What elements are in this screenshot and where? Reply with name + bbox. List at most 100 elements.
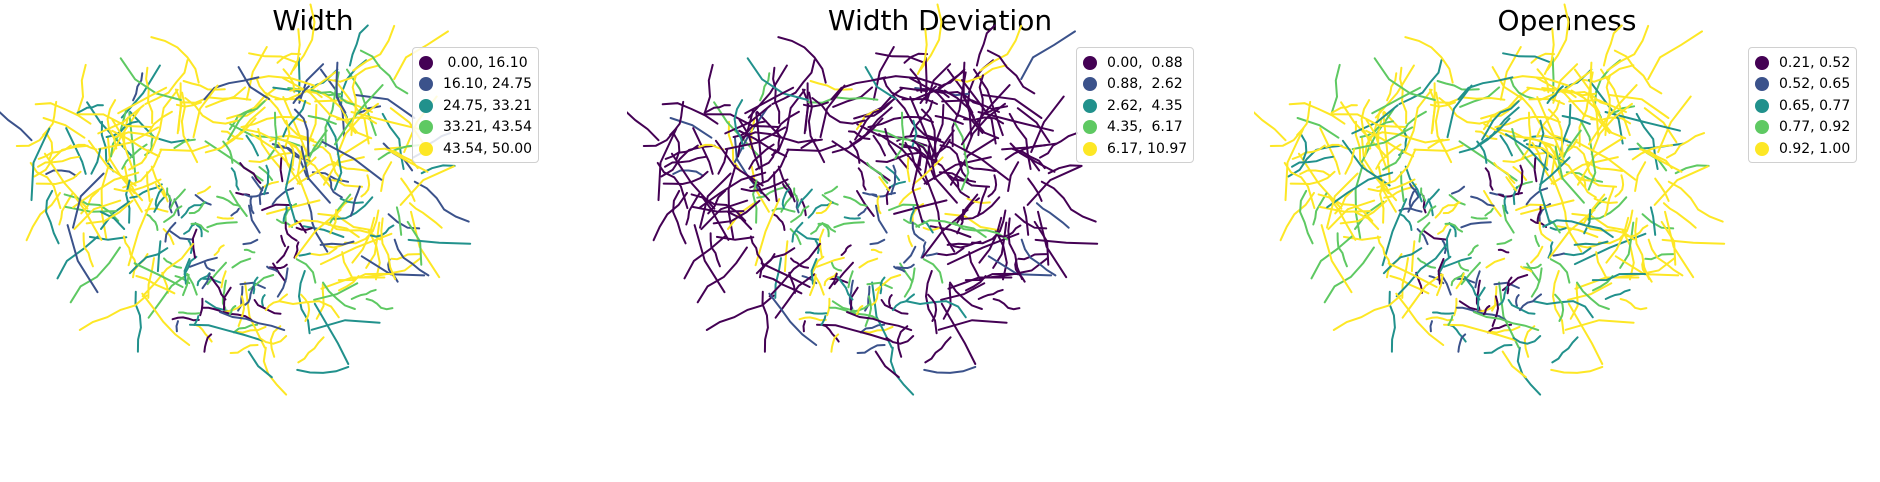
street-segment bbox=[831, 117, 884, 154]
street-segment bbox=[188, 256, 218, 268]
street-segment bbox=[263, 164, 270, 196]
legend-entry: 0.92, 1.00 bbox=[1755, 138, 1850, 160]
street-segment bbox=[380, 217, 396, 280]
street-segment bbox=[25, 191, 61, 242]
street-segment bbox=[1591, 272, 1649, 282]
street-segment bbox=[284, 152, 297, 225]
street-segment bbox=[924, 56, 928, 101]
street-segment bbox=[1484, 207, 1494, 217]
street-segment bbox=[810, 258, 818, 285]
street-segment bbox=[1530, 267, 1543, 298]
street-segment bbox=[1518, 293, 1542, 312]
street-segment bbox=[705, 294, 775, 331]
street-segment bbox=[145, 66, 154, 124]
street-segment bbox=[1654, 177, 1670, 202]
street-segment bbox=[1520, 265, 1533, 273]
legend-entry: 6.17, 10.97 bbox=[1083, 138, 1187, 160]
street-segment bbox=[1667, 180, 1724, 223]
street-segment bbox=[1354, 200, 1385, 230]
street-segment bbox=[828, 272, 838, 290]
street-segment bbox=[857, 207, 867, 217]
street-segment bbox=[313, 282, 359, 301]
street-segment bbox=[122, 235, 137, 267]
street-segment bbox=[1034, 238, 1099, 245]
street-segment bbox=[903, 267, 916, 298]
street-segment bbox=[393, 238, 430, 277]
street-segment bbox=[786, 144, 837, 152]
street-segment bbox=[319, 232, 393, 266]
street-segment bbox=[774, 110, 800, 135]
street-segment bbox=[220, 130, 244, 140]
street-segment bbox=[255, 77, 282, 100]
street-segment bbox=[262, 346, 288, 396]
street-segment bbox=[1020, 30, 1076, 81]
street-segment bbox=[1493, 162, 1516, 184]
street-segment bbox=[169, 230, 194, 241]
street-segment bbox=[34, 102, 92, 125]
street-segment bbox=[1299, 169, 1332, 177]
street-segment bbox=[230, 207, 240, 217]
street-segment bbox=[395, 206, 403, 236]
legend-swatch bbox=[419, 55, 433, 70]
street-segment bbox=[1484, 167, 1494, 191]
street-segment bbox=[1474, 130, 1498, 140]
street-segment bbox=[162, 228, 175, 246]
street-segment bbox=[1279, 191, 1315, 242]
street-segment bbox=[141, 292, 191, 346]
street-segment bbox=[1467, 244, 1479, 256]
street-segment bbox=[1339, 199, 1388, 225]
street-segment bbox=[703, 104, 731, 114]
street-segment bbox=[1269, 129, 1303, 147]
street-segment bbox=[759, 72, 771, 102]
street-segment bbox=[896, 325, 909, 358]
street-segment bbox=[339, 197, 364, 205]
street-segment bbox=[1436, 80, 1480, 91]
street-segment bbox=[961, 79, 997, 145]
street-segment bbox=[150, 165, 169, 203]
street-segment bbox=[800, 138, 823, 149]
street-segment bbox=[959, 161, 997, 172]
street-segment bbox=[141, 242, 194, 298]
street-segment bbox=[1536, 68, 1550, 94]
street-segment bbox=[1300, 133, 1308, 161]
street-segment bbox=[704, 113, 779, 128]
legend-entry: 43.54, 50.00 bbox=[419, 138, 532, 160]
street-segment bbox=[858, 257, 879, 269]
street-segment bbox=[901, 145, 936, 180]
street-segment bbox=[1476, 140, 1488, 164]
street-segment bbox=[310, 319, 381, 331]
street-segment bbox=[1502, 152, 1546, 164]
street-segment bbox=[843, 195, 868, 207]
street-segment bbox=[899, 86, 928, 93]
street-segment bbox=[1580, 221, 1636, 241]
street-segment bbox=[823, 272, 838, 287]
street-segment bbox=[71, 143, 98, 151]
street-segment bbox=[937, 319, 1008, 331]
street-segment bbox=[135, 275, 176, 295]
legend-swatch bbox=[419, 120, 433, 135]
street-segment bbox=[1502, 52, 1551, 64]
street-segment bbox=[1598, 209, 1634, 245]
street-segment bbox=[1498, 285, 1509, 306]
street-segment bbox=[106, 99, 118, 150]
street-segment bbox=[781, 188, 790, 210]
street-segment bbox=[1326, 172, 1359, 229]
street-segment bbox=[699, 171, 767, 209]
street-segment bbox=[1404, 36, 1454, 84]
street-segment bbox=[875, 52, 924, 64]
street-segment bbox=[1388, 290, 1396, 353]
street-segment bbox=[197, 185, 212, 195]
street-segment bbox=[1323, 246, 1375, 304]
street-segment bbox=[1448, 194, 1466, 206]
street-segment bbox=[1581, 193, 1606, 226]
legend-swatch bbox=[1755, 55, 1769, 70]
street-segment bbox=[242, 238, 259, 246]
street-segment bbox=[407, 238, 472, 245]
street-segment bbox=[296, 365, 350, 374]
street-segment bbox=[819, 84, 846, 139]
street-segment bbox=[1506, 276, 1513, 295]
street-segment bbox=[1512, 335, 1542, 345]
street-segment bbox=[1012, 148, 1046, 170]
street-segment bbox=[300, 145, 331, 204]
street-segment bbox=[328, 177, 343, 199]
